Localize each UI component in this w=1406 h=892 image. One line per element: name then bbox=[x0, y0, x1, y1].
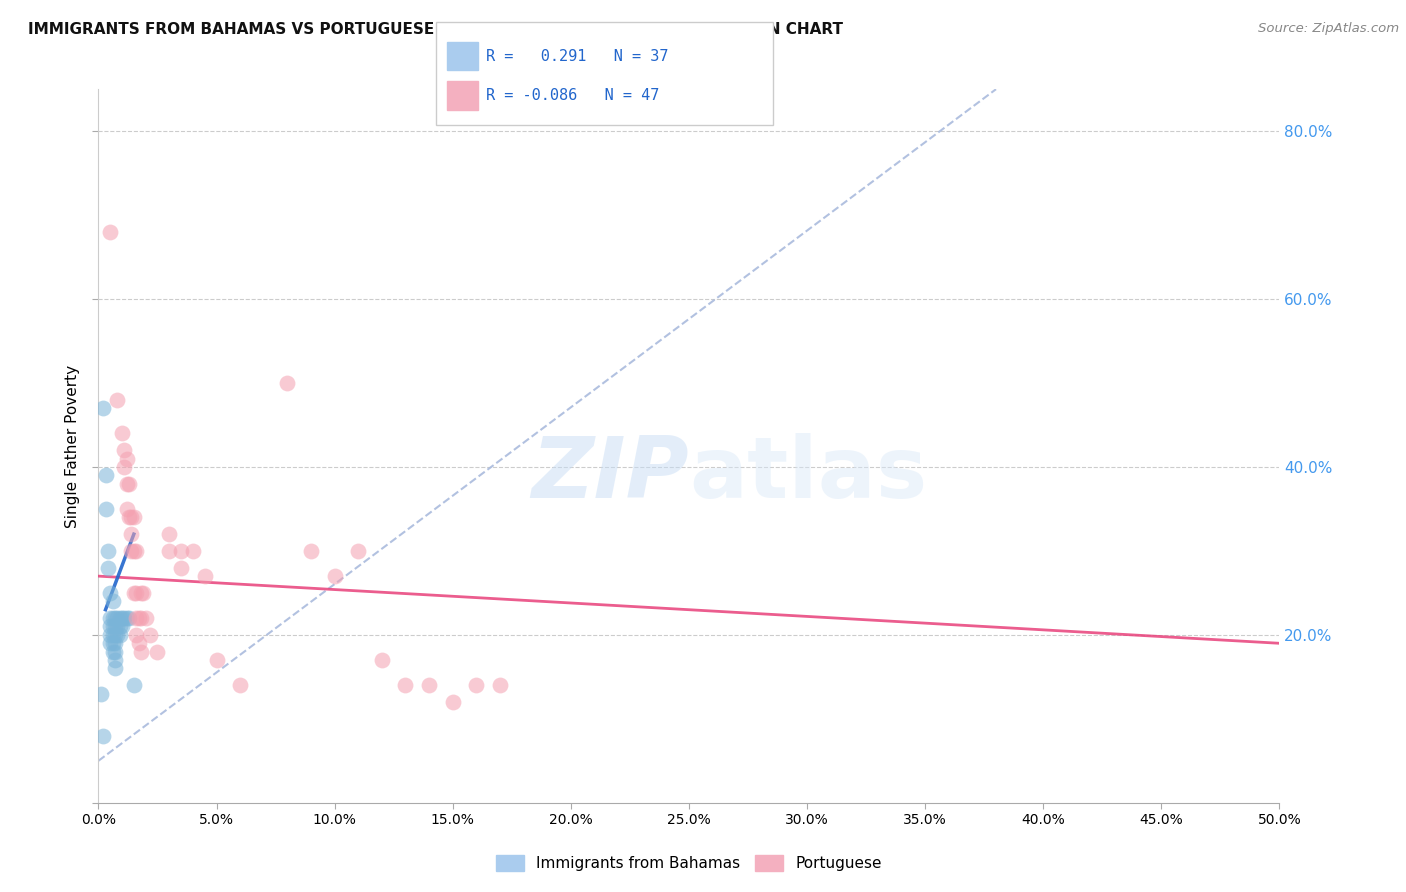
Point bbox=[104, 636, 127, 650]
Point bbox=[111, 611, 134, 625]
Point bbox=[170, 544, 193, 558]
Point bbox=[101, 636, 124, 650]
Point bbox=[90, 687, 112, 701]
Legend: Immigrants from Bahamas, Portuguese: Immigrants from Bahamas, Portuguese bbox=[491, 849, 887, 877]
Text: atlas: atlas bbox=[689, 433, 927, 516]
Point bbox=[205, 653, 228, 667]
Point bbox=[98, 586, 121, 600]
Point bbox=[157, 544, 180, 558]
Point bbox=[108, 611, 131, 625]
Point bbox=[181, 544, 204, 558]
Point bbox=[101, 628, 124, 642]
Point bbox=[465, 678, 488, 692]
Point bbox=[98, 636, 121, 650]
Point bbox=[115, 476, 138, 491]
Text: IMMIGRANTS FROM BAHAMAS VS PORTUGUESE SINGLE FATHER POVERTY CORRELATION CHART: IMMIGRANTS FROM BAHAMAS VS PORTUGUESE SI… bbox=[28, 22, 844, 37]
Text: ZIP: ZIP bbox=[531, 433, 689, 516]
Y-axis label: Single Father Poverty: Single Father Poverty bbox=[65, 365, 80, 527]
Point bbox=[108, 619, 131, 633]
Point bbox=[97, 544, 120, 558]
Point bbox=[394, 678, 416, 692]
Point bbox=[122, 510, 145, 524]
Point bbox=[104, 628, 127, 642]
Point bbox=[139, 628, 162, 642]
Point bbox=[121, 510, 143, 524]
Point bbox=[115, 611, 138, 625]
Point bbox=[104, 611, 127, 625]
Point bbox=[418, 678, 440, 692]
Point bbox=[122, 678, 145, 692]
Point bbox=[118, 476, 141, 491]
Point bbox=[105, 619, 128, 633]
Point bbox=[97, 560, 120, 574]
Point bbox=[132, 586, 155, 600]
Point bbox=[94, 468, 117, 483]
Point bbox=[105, 611, 128, 625]
Point bbox=[129, 611, 152, 625]
Point bbox=[121, 527, 143, 541]
Point bbox=[108, 628, 131, 642]
Point bbox=[91, 401, 114, 416]
Point bbox=[122, 586, 145, 600]
Point bbox=[105, 392, 128, 407]
Point bbox=[194, 569, 217, 583]
Point bbox=[104, 653, 127, 667]
Point bbox=[146, 645, 169, 659]
Point bbox=[125, 586, 148, 600]
Point bbox=[229, 678, 252, 692]
Text: R =   0.291   N = 37: R = 0.291 N = 37 bbox=[486, 49, 669, 63]
Point bbox=[122, 544, 145, 558]
Point bbox=[118, 510, 141, 524]
Point bbox=[98, 628, 121, 642]
Point bbox=[489, 678, 512, 692]
Point bbox=[112, 443, 135, 458]
Point bbox=[128, 636, 150, 650]
Point bbox=[101, 645, 124, 659]
Text: Source: ZipAtlas.com: Source: ZipAtlas.com bbox=[1258, 22, 1399, 36]
Point bbox=[371, 653, 394, 667]
Point bbox=[112, 611, 135, 625]
Point bbox=[111, 426, 134, 441]
Point bbox=[98, 619, 121, 633]
Point bbox=[101, 619, 124, 633]
Point bbox=[104, 619, 127, 633]
Point bbox=[125, 544, 148, 558]
Point bbox=[125, 628, 148, 642]
Point bbox=[323, 569, 346, 583]
Point bbox=[98, 611, 121, 625]
Point bbox=[125, 611, 148, 625]
Point bbox=[347, 544, 370, 558]
Point bbox=[157, 527, 180, 541]
Point bbox=[135, 611, 157, 625]
Point bbox=[94, 502, 117, 516]
Point bbox=[98, 225, 121, 239]
Point bbox=[91, 729, 114, 743]
Point bbox=[101, 611, 124, 625]
Point bbox=[128, 611, 150, 625]
Point bbox=[115, 451, 138, 466]
Point bbox=[129, 645, 152, 659]
Point bbox=[104, 661, 127, 675]
Point bbox=[112, 460, 135, 475]
Point bbox=[121, 544, 143, 558]
Point bbox=[118, 611, 141, 625]
Point bbox=[105, 628, 128, 642]
Point bbox=[170, 560, 193, 574]
Point bbox=[104, 645, 127, 659]
Point bbox=[111, 619, 134, 633]
Point bbox=[115, 502, 138, 516]
Point bbox=[276, 376, 298, 390]
Point bbox=[299, 544, 322, 558]
Text: R = -0.086   N = 47: R = -0.086 N = 47 bbox=[486, 88, 659, 103]
Point bbox=[129, 586, 152, 600]
Point bbox=[441, 695, 464, 709]
Point bbox=[101, 594, 124, 608]
